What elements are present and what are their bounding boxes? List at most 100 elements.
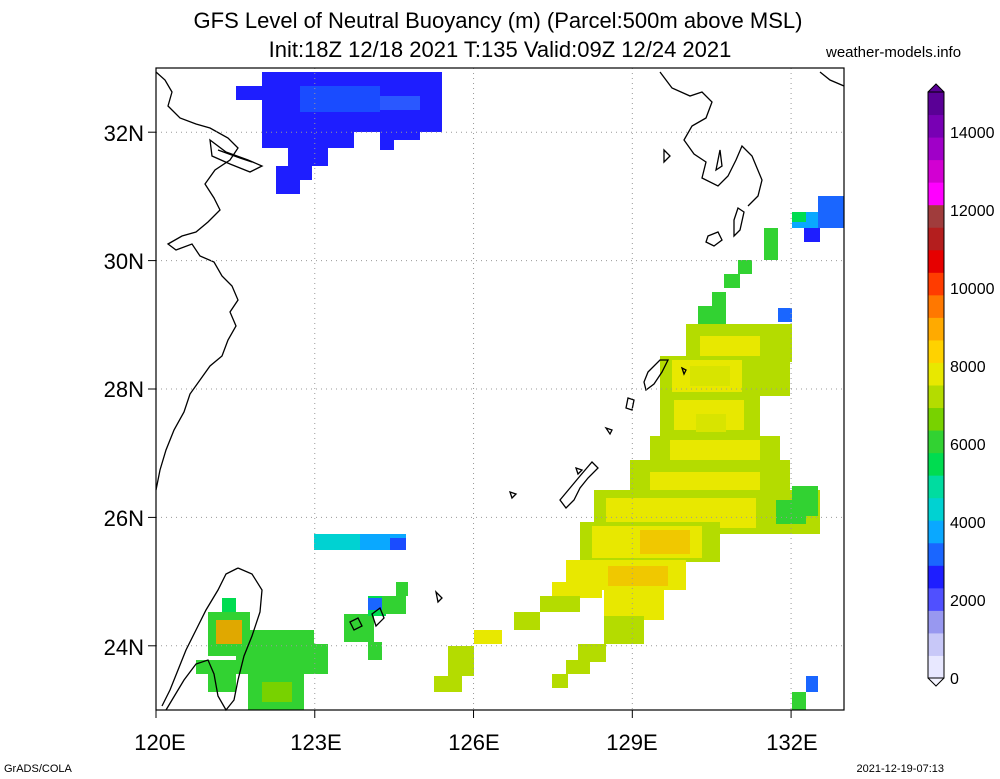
colorbar-segment [928,317,944,341]
shade-cell [222,598,236,614]
colorbar-segment [928,587,944,611]
map-title: GFS Level of Neutral Buoyancy (m) (Parce… [193,8,803,33]
colorbar-segment [928,249,944,273]
shade-cell [300,86,380,112]
colorbar-segment [928,137,944,161]
shade-cell [380,96,420,110]
shade-cell [806,676,818,692]
lat-label-32n: 32N [104,121,144,146]
colorbar-segment [928,159,944,183]
colorbar-segment [928,632,944,656]
lat-label-30n: 30N [104,249,144,274]
shade-cell [552,582,602,598]
shade-cell [368,642,382,660]
brand-label[interactable]: weather-models.info [826,44,962,61]
colorbar-segment [928,362,944,386]
shade-cell [448,646,474,676]
colorbar-segment [928,520,944,544]
colorbar-segment [928,407,944,431]
shade-cell [640,530,690,554]
lon-label-126e: 126E [448,730,499,755]
shade-cell [608,566,668,586]
shade-cell [380,130,420,140]
shade-cell [514,612,540,630]
cb-label-4000: 4000 [950,515,986,532]
cb-label-12000: 12000 [950,203,995,220]
shade-cell [792,212,806,222]
shade-cell [552,674,568,688]
shade-cell [288,148,328,166]
colorbar-segment [928,92,944,116]
shade-cell [578,644,606,662]
colorbar-segment [928,204,944,228]
shade-cell [738,260,752,274]
cb-label-10000: 10000 [950,281,995,298]
shade-cell [248,630,314,644]
shade-cell [276,180,300,194]
shade-cell [604,590,664,620]
shade-cell [208,674,236,692]
map-subtitle: Init:18Z 12/18 2021 T:135 Valid:09Z 12/2… [268,37,732,62]
colorbar-segment [928,655,944,679]
colorbar-segment [928,497,944,521]
lat-label-28n: 28N [104,377,144,402]
shade-cell [778,308,792,322]
colorbar-segment [928,385,944,409]
cb-label-6000: 6000 [950,437,986,454]
shade-cell [262,682,292,702]
coastlines [155,71,845,712]
shade-cell [696,414,726,432]
colorbar-segment [928,182,944,206]
colorbar-segment [928,272,944,296]
cb-label-14000: 14000 [950,125,995,142]
lat-label-26n: 26N [104,506,144,531]
colorbar-segment [928,565,944,589]
colorbar-segment [928,227,944,251]
lon-label-123e: 123E [290,730,341,755]
shade-cell [262,130,354,148]
colorbar-segment [928,430,944,454]
colorbar-segment [928,475,944,499]
shade-cell [236,644,328,674]
footer-right: 2021-12-19-07:13 [856,763,944,775]
shade-cell [804,228,820,242]
shade-cell [434,676,462,692]
map-axes: 120E 123E 126E 129E 132E 24N 26N 28N 30N… [104,121,818,755]
shade-cell [764,228,778,260]
shade-cell [216,620,242,644]
lon-label-120e: 120E [134,730,185,755]
lon-label-132e: 132E [766,730,817,755]
colorbar-top-arrow [927,83,945,93]
colorbar-segment [928,339,944,363]
colorbar-segment [928,294,944,318]
shade-cell [236,86,286,100]
shade-cell [698,306,726,324]
shade-cell [196,660,236,674]
footer-left: GrADS/COLA [4,763,72,775]
colorbar-segment [928,542,944,566]
shade-cell [690,366,730,386]
colorbar: 0 2000 4000 6000 8000 10000 12000 14000 [927,83,995,688]
cb-label-0: 0 [950,671,959,688]
shade-cell [712,292,726,306]
cb-label-2000: 2000 [950,593,986,610]
colorbar-bottom-arrow [927,677,945,687]
shade-cell [474,630,502,644]
shade-cell [390,538,406,550]
colorbar-segments [928,92,944,679]
buoyancy-shading [196,72,844,710]
shade-cell [276,166,312,180]
shade-cell [566,660,590,674]
cb-label-8000: 8000 [950,359,986,376]
colorbar-segment [928,452,944,476]
shade-cell [368,598,382,610]
shade-cell [604,616,644,644]
shade-cell [818,196,844,228]
lon-label-129e: 129E [606,730,657,755]
shade-cell [380,140,394,150]
shade-cell [540,596,580,612]
colorbar-segment [928,610,944,634]
shade-cell [724,274,740,288]
colorbar-segment [928,114,944,138]
